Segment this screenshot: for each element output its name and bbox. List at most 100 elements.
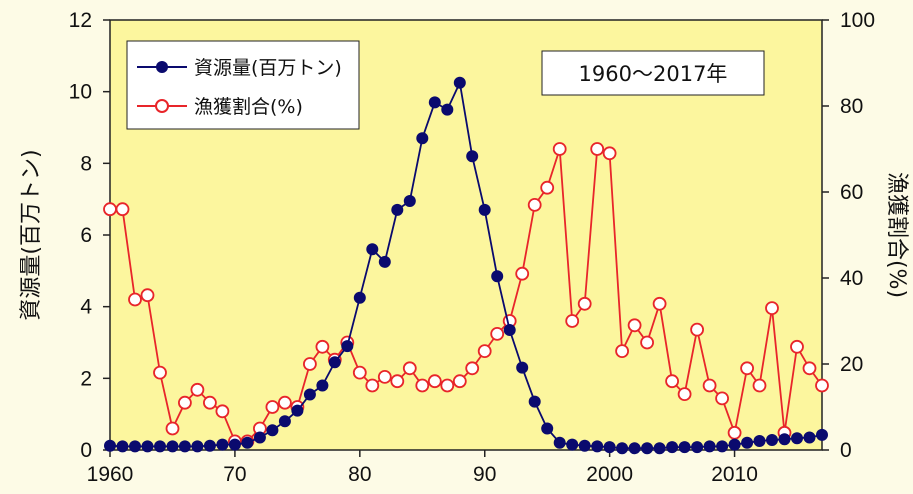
data-point-catch-ratio — [565, 314, 580, 328]
data-point-resource — [303, 388, 316, 401]
data-point-resource — [778, 433, 791, 446]
data-point-resource — [578, 439, 591, 452]
data-point-resource — [666, 441, 679, 454]
data-point-catch-ratio — [652, 296, 667, 311]
series-line-catch-ratio — [110, 147, 823, 443]
data-point-catch-ratio — [602, 146, 617, 161]
data-point-catch-ratio — [740, 361, 754, 376]
data-point-resource — [703, 440, 716, 453]
period-annotation-box — [541, 50, 765, 96]
y-left-tick-label: 10 — [69, 81, 92, 104]
data-point-resource — [391, 203, 404, 216]
data-point-catch-ratio — [765, 301, 779, 316]
y-right-tick-label: 60 — [840, 181, 863, 204]
data-point-resource — [241, 436, 254, 449]
data-point-resource — [628, 442, 641, 455]
data-point-catch-ratio — [415, 378, 430, 393]
data-point-catch-ratio — [103, 202, 117, 217]
data-point-catch-ratio — [590, 142, 605, 156]
data-point-catch-ratio — [677, 387, 692, 402]
data-point-catch-ratio — [627, 318, 642, 333]
legend-label-catch: 漁獲割合(%) — [194, 96, 303, 118]
data-point-resource — [641, 442, 654, 455]
data-point-catch-ratio — [527, 197, 542, 212]
x-axis: 1960 70 80 90 2000 2010 — [87, 450, 758, 486]
data-point-resource — [416, 132, 429, 145]
data-point-resource — [228, 438, 241, 451]
y-right-tick-label: 40 — [840, 267, 863, 290]
data-point-catch-ratio — [390, 374, 405, 389]
data-point-catch-ratio — [315, 339, 330, 354]
legend-marker-catch — [155, 99, 169, 113]
y-axis-right: 0 20 40 60 80 100 — [822, 9, 875, 462]
data-point-catch-ratio — [165, 421, 180, 436]
data-point-resource — [104, 439, 116, 452]
legend: 資源量(百万トン) 漁獲割合(%) — [126, 40, 360, 130]
data-point-catch-ratio — [552, 142, 567, 156]
data-point-resource — [603, 441, 616, 454]
y-axis-left-title: 資源量(百万トン) — [19, 149, 44, 320]
legend-box — [126, 40, 360, 130]
data-point-resource — [129, 440, 141, 453]
data-point-resource — [803, 431, 816, 444]
data-point-resource — [478, 203, 491, 216]
data-point-catch-ratio — [440, 378, 455, 393]
data-point-catch-ratio — [790, 339, 804, 354]
data-point-catch-ratio — [815, 378, 829, 393]
x-tick-label: 1960 — [87, 463, 134, 486]
data-point-catch-ratio — [427, 374, 442, 389]
data-point-resource — [316, 379, 329, 392]
data-point-resource — [528, 395, 541, 408]
y-right-tick-label: 20 — [840, 353, 863, 376]
data-point-resource — [428, 96, 441, 109]
series-line-resource — [109, 79, 823, 450]
data-point-resource — [141, 440, 154, 453]
y-left-tick-label: 0 — [80, 439, 92, 462]
data-point-resource — [353, 291, 366, 304]
x-tick-label: 2010 — [711, 463, 758, 486]
series-layer — [103, 76, 829, 455]
data-point-resource — [553, 436, 566, 449]
y-left-tick-label: 12 — [69, 9, 92, 32]
data-point-catch-ratio — [540, 180, 555, 195]
data-point-resource — [403, 195, 416, 207]
x-tick-label: 2000 — [586, 463, 633, 486]
data-point-resource — [366, 243, 379, 256]
data-point-resource — [516, 361, 529, 374]
data-point-catch-ratio — [215, 404, 230, 419]
data-point-resource — [253, 431, 266, 444]
data-point-resource — [203, 439, 216, 452]
data-point-resource — [178, 440, 191, 453]
data-point-resource — [816, 428, 828, 441]
data-point-catch-ratio — [128, 292, 142, 307]
data-point-catch-ratio — [690, 322, 704, 337]
y-left-tick-label: 6 — [80, 224, 92, 247]
data-point-catch-ratio — [377, 369, 392, 384]
data-point-catch-ratio — [202, 395, 217, 410]
y-axis-left: 0 2 4 6 8 10 12 — [69, 9, 110, 462]
data-point-resource — [166, 440, 179, 453]
data-point-resource — [566, 438, 579, 451]
data-point-catch-ratio — [615, 344, 629, 359]
data-point-resource — [691, 441, 704, 454]
data-point-catch-ratio — [640, 335, 654, 350]
y-left-tick-label: 8 — [80, 152, 92, 175]
x-tick-label: 90 — [473, 463, 496, 486]
data-point-resource — [378, 255, 391, 268]
data-point-resource — [154, 440, 166, 453]
data-point-resource — [503, 324, 516, 336]
data-point-catch-ratio — [177, 395, 192, 410]
data-point-catch-ratio — [802, 361, 817, 376]
data-point-resource — [716, 440, 729, 453]
y-right-tick-label: 80 — [840, 95, 863, 118]
data-point-catch-ratio — [665, 374, 679, 389]
data-point-catch-ratio — [265, 400, 280, 414]
data-point-catch-ratio — [477, 344, 492, 359]
data-point-resource — [341, 340, 354, 353]
y-left-tick-label: 4 — [80, 296, 92, 319]
data-point-resource — [266, 424, 279, 437]
y-right-tick-label: 0 — [840, 439, 852, 462]
y-left-tick-label: 2 — [80, 367, 92, 390]
data-point-resource — [653, 442, 666, 455]
period-annotation: 1960～2017年 — [541, 50, 765, 96]
